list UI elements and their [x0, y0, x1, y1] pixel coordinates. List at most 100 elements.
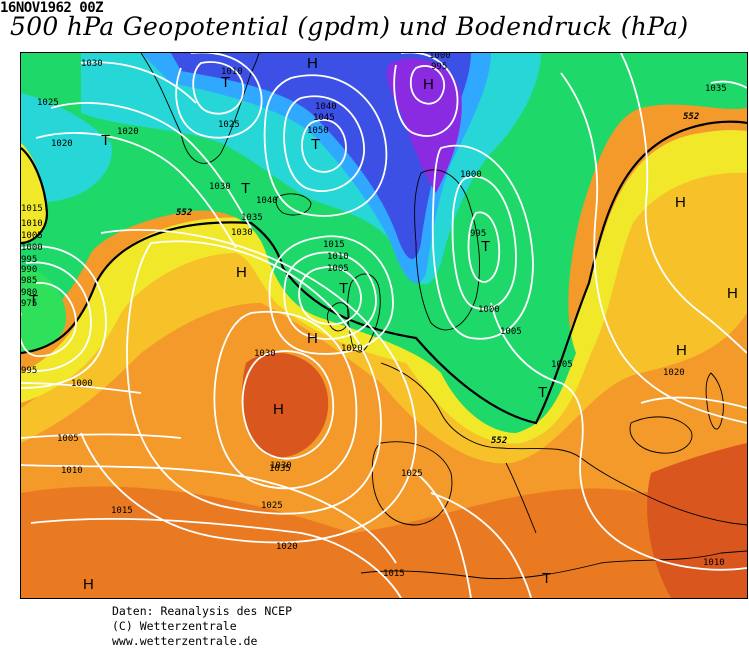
isobar-central-high-1: [241, 350, 335, 460]
isobar-label: 980: [21, 288, 37, 298]
pressure-center-marker: H: [307, 55, 318, 72]
isobar-north-low-1: [409, 65, 445, 105]
pressure-center-marker: H: [83, 576, 94, 593]
isobar-label: 1020: [341, 344, 363, 354]
isobar-label: 1005: [551, 360, 573, 370]
isobar-east-1005: [490, 302, 747, 571]
pressure-center-marker: T: [241, 180, 250, 197]
isobar-label: 1025: [218, 120, 240, 130]
isobar-label: 1005: [327, 264, 349, 274]
weather-map: 552 552 552: [20, 52, 748, 599]
isobar-scandinavia-low-2: [451, 175, 517, 310]
isobar-label: 990: [21, 265, 37, 275]
isobar-label: 995: [431, 62, 447, 72]
isobar-scandinavia-low-1: [467, 211, 501, 283]
coast-ireland: [326, 302, 350, 332]
isobar-label: 975: [21, 299, 37, 309]
isobar-1015: [30, 517, 402, 598]
field-red-orange-central: [242, 352, 329, 458]
field-dark-orange-south: [21, 453, 747, 598]
isobar-scandinavia-low-3: [431, 145, 534, 340]
pressure-center-marker: H: [676, 342, 687, 359]
isobar-label: 1015: [383, 569, 405, 579]
isobar-label: 1010: [61, 466, 83, 476]
isobar-label: 1020: [51, 139, 73, 149]
isobar-label: 1010: [327, 252, 349, 262]
isobar-central-low-2: [283, 251, 377, 340]
isobar-label: 1020: [663, 368, 685, 378]
isobar-north-1030: [80, 61, 197, 104]
isobar-east-1015: [620, 53, 747, 354]
pressure-center-marker: H: [727, 285, 738, 302]
isobar-label: 1020: [117, 127, 139, 137]
isobar-label: 1000: [429, 53, 451, 61]
field-yellow-west-patch: [21, 143, 47, 243]
isobar-greenland-low-2: [175, 53, 263, 139]
contour-552-line-west-patch: [21, 147, 49, 245]
isobar-east-1010: [560, 72, 747, 424]
isobar-label: 1030: [209, 182, 231, 192]
pressure-center-marker: T: [311, 136, 320, 153]
pressure-center-marker: H: [273, 401, 284, 418]
isobar-north-high-2: [283, 95, 365, 192]
isobar-label: 1005: [57, 434, 79, 444]
isobar-label: 1025: [401, 469, 423, 479]
isobar-west-low-1: [21, 282, 77, 357]
pressure-center-marker: H: [307, 330, 318, 347]
isobar-label: 1020: [276, 542, 298, 552]
contour-552-line-west: [21, 120, 747, 425]
pressure-center-marker: H: [675, 194, 686, 211]
isobar-label: 1010: [21, 219, 43, 229]
isobar-1020-large: [80, 229, 417, 544]
isobar-east-1020: [640, 396, 747, 409]
isobar-labels: 1030 1025 1020 1020 1025 1030 1040 1035 …: [21, 53, 727, 579]
isobar-1005: [21, 433, 182, 439]
field-green-region: [21, 53, 747, 433]
field-cyan-west: [21, 93, 112, 203]
copyright-credit: (C) Wetterzentrale: [112, 619, 237, 633]
isobar-label: 1035: [705, 84, 727, 94]
isobar-label: 1015: [323, 240, 345, 250]
isobar-label: 995: [470, 229, 486, 239]
coast-scandinavia: [414, 169, 480, 331]
pressure-center-marker: H: [423, 76, 434, 93]
isobar-label: 1045: [313, 113, 335, 123]
contour-552-label-2: 552: [491, 436, 507, 446]
isobar-west-low-3: [21, 245, 107, 389]
isobar-north-high-1: [301, 118, 347, 173]
isobars: [21, 53, 747, 598]
coast-greenland: [140, 53, 260, 164]
map-datetime: 16NOV1962 00Z: [0, 0, 104, 16]
isobar-label: 1025: [261, 501, 283, 511]
isobar-label: 1015: [21, 204, 43, 214]
isobar-label: 1030: [81, 59, 103, 69]
isobar-label: 1005: [500, 327, 522, 337]
pressure-center-marker: T: [542, 570, 551, 587]
coast-africa: [360, 550, 747, 580]
isobar-north-high-3: [263, 74, 388, 217]
isobar-central-high-2: [213, 310, 358, 490]
coast-black-sea: [629, 416, 693, 454]
isobar-1025-large: [126, 240, 382, 515]
isobar-1000: [21, 382, 142, 394]
website-credit: www.wetterzentrale.de: [112, 634, 258, 648]
isobar-label: 1000: [21, 243, 43, 253]
pressure-center-marker: T: [101, 132, 110, 149]
contour-552-label-3: 552: [683, 112, 699, 122]
isobar-label: 1050: [307, 126, 329, 136]
isobar-north-1025: [50, 102, 252, 229]
isobar-label: 1040: [256, 196, 278, 206]
isobar-label: 1000: [71, 379, 93, 389]
isobar-label: 1030: [231, 228, 253, 238]
isobar-south-1020: [430, 492, 532, 598]
field-bright-green-west-low: [21, 268, 66, 353]
isobar-west-low-2: [25, 261, 92, 373]
data-source-credit: Daten: Reanalysis des NCEP: [112, 604, 293, 618]
isobar-greenland-low: [192, 61, 245, 115]
isobar-label: 1000: [478, 305, 500, 315]
isobar-label: 1030: [270, 461, 292, 471]
coast-italy: [505, 462, 537, 534]
isobar-label: 1035: [269, 464, 291, 474]
isobar-east-high: [710, 80, 747, 89]
isobar-1010: [21, 464, 397, 564]
